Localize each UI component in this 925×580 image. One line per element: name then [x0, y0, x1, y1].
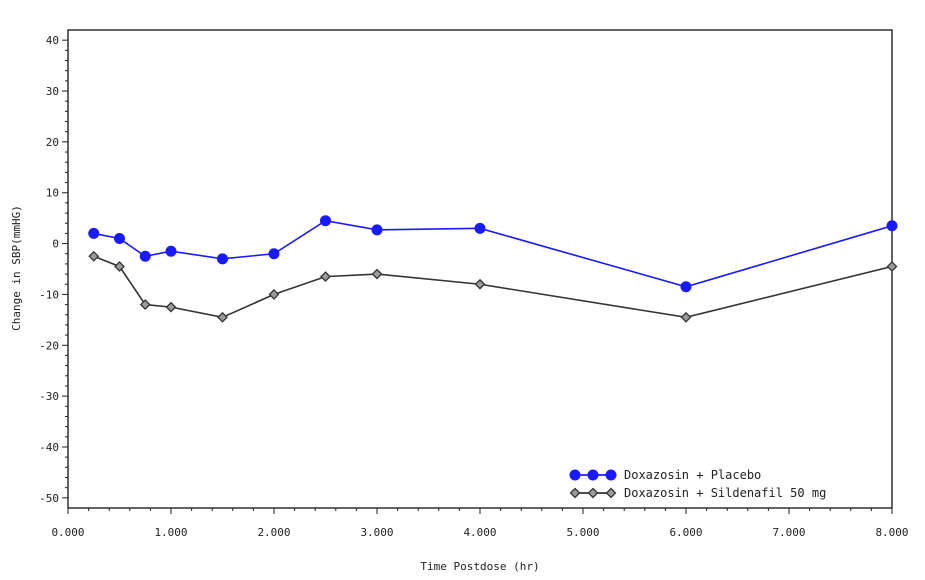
x-tick-label: 3.000: [360, 526, 393, 539]
legend-marker: [605, 469, 617, 481]
legend-marker: [569, 487, 581, 499]
legend-label: Doxazosin + Placebo: [624, 468, 761, 482]
legend-marker: [569, 469, 581, 481]
legend-item: Doxazosin + Sildenafil 50 mg: [569, 486, 826, 500]
x-tick-label: 6.000: [669, 526, 702, 539]
data-point: [139, 299, 151, 311]
y-tick-label: 40: [46, 34, 59, 47]
legend-item: Doxazosin + Placebo: [569, 468, 761, 482]
legend: Doxazosin + Placebo Doxazosin + Sildenafi…: [569, 468, 826, 500]
x-axis: 0.000 1.000 2.000 3.000 4.000 5.000 6.000 7.000…: [51, 508, 909, 539]
data-point: [320, 271, 331, 283]
x-tick-label: 5.000: [566, 526, 599, 539]
data-point: [320, 215, 331, 227]
y-axis: 40 30 20 10 0 -10 -20 -30 -40 -50: [39, 34, 68, 505]
data-point: [680, 311, 692, 323]
data-point: [88, 227, 100, 239]
series-layer: [88, 215, 898, 323]
legend-label: Doxazosin + Sildenafil 50 mg: [624, 486, 826, 500]
data-point: [114, 261, 125, 272]
plot-frame: [67, 29, 893, 509]
x-tick-label: 1.000: [154, 526, 187, 539]
data-point: [88, 250, 100, 262]
x-tick-label: 4.000: [463, 526, 496, 539]
legend-marker: [587, 487, 599, 499]
data-point: [886, 261, 898, 272]
series-placebo: [88, 215, 898, 293]
data-point: [680, 281, 692, 293]
x-tick-label: 2.000: [257, 526, 290, 539]
x-tick-label: 7.000: [772, 526, 805, 539]
y-tick-label: -20: [39, 339, 59, 352]
y-tick-label: 30: [46, 85, 59, 98]
y-tick-label: 20: [46, 136, 59, 149]
y-tick-label: -40: [39, 441, 59, 454]
legend-marker: [587, 469, 599, 481]
y-tick-label: -50: [39, 492, 59, 505]
legend-marker: [605, 487, 617, 499]
data-point: [886, 220, 898, 232]
x-axis-title: Time Postdose (hr): [420, 560, 539, 573]
data-point: [268, 289, 280, 300]
data-point: [114, 232, 125, 244]
data-point: [268, 248, 280, 260]
y-axis-title: Change in SBP(mmHG): [10, 205, 23, 331]
x-tick-label: 8.000: [875, 526, 908, 539]
data-point: [371, 224, 383, 236]
data-point: [217, 311, 228, 323]
series-line: [93, 219, 893, 288]
series-line: [93, 255, 893, 319]
data-point: [165, 301, 177, 313]
y-tick-label: 0: [52, 238, 59, 251]
series-sildenafil: [88, 250, 898, 323]
data-point: [474, 278, 486, 290]
y-tick-label: -10: [39, 288, 59, 301]
data-point: [474, 222, 486, 234]
y-tick-label: 10: [46, 187, 59, 200]
data-point: [371, 268, 383, 280]
data-point: [139, 250, 151, 262]
data-point: [165, 245, 177, 257]
x-tick-label: 0.000: [51, 526, 84, 539]
y-tick-label: -30: [39, 390, 59, 403]
data-point: [217, 253, 228, 265]
